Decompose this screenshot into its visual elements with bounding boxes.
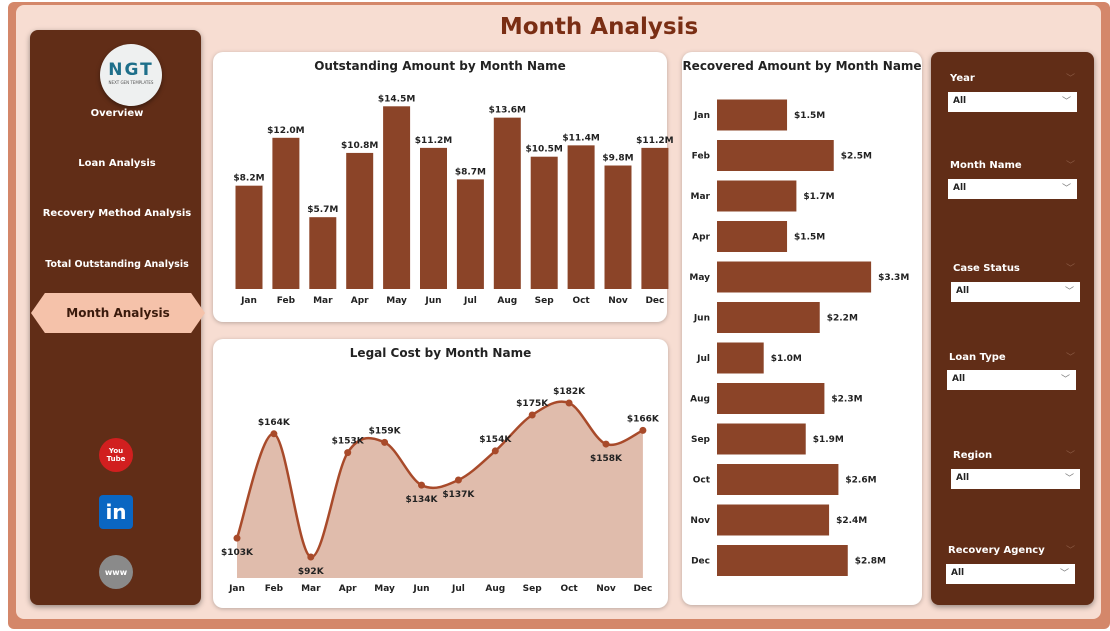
recovered-chart-card: Recovered Amount by Month Name: [682, 52, 922, 605]
chevron-down-icon[interactable]: ﹀: [1066, 74, 1076, 84]
chevron-down-icon[interactable]: ﹀: [1066, 451, 1076, 461]
chart-title: Recovered Amount by Month Name: [682, 59, 922, 73]
chevron-down-icon: ﹀: [1064, 474, 1074, 484]
chart-title: Legal Cost by Month Name: [349, 346, 532, 360]
chevron-down-icon[interactable]: ﹀: [1066, 546, 1076, 556]
filter-dropdown[interactable]: All ﹀: [951, 282, 1080, 302]
logo: NGT NEXT GEN TEMPLATES: [100, 44, 162, 106]
filter-label: Region: [953, 450, 993, 461]
filter-dropdown[interactable]: All ﹀: [948, 179, 1077, 199]
filter-dropdown[interactable]: All ﹀: [951, 469, 1080, 489]
filter-dropdown[interactable]: All ﹀: [947, 370, 1076, 390]
nav-overview[interactable]: Overview: [90, 108, 144, 119]
legal-cost-chart-card: Legal Cost by Month Name: [213, 339, 668, 608]
chevron-down-icon: ﹀: [1061, 97, 1071, 107]
chevron-down-icon[interactable]: ﹀: [1066, 161, 1076, 171]
filter-label: Month Name: [950, 160, 1022, 171]
page-title: Month Analysis: [499, 14, 699, 40]
chevron-down-icon: ﹀: [1060, 375, 1070, 385]
chevron-down-icon: ﹀: [1064, 287, 1074, 297]
filter-label: Recovery Agency: [948, 545, 1045, 556]
globe-icon[interactable]: www: [99, 555, 133, 589]
filter-dropdown[interactable]: All ﹀: [948, 92, 1077, 112]
nav-recovery-method-analysis[interactable]: Recovery Method Analysis: [42, 208, 192, 219]
filter-label: Year: [950, 73, 975, 84]
chart-title: Outstanding Amount by Month Name: [314, 59, 566, 73]
chevron-down-icon: ﹀: [1061, 184, 1071, 194]
nav-total-outstanding-analysis[interactable]: Total Outstanding Analysis: [45, 259, 189, 270]
youtube-icon[interactable]: You Tube: [99, 438, 133, 472]
nav-month-analysis[interactable]: Month Analysis: [31, 293, 205, 333]
filter-label: Case Status: [953, 263, 1020, 274]
chevron-down-icon[interactable]: ﹀: [1066, 264, 1076, 274]
filter-panel: [931, 52, 1094, 605]
linkedin-icon[interactable]: in: [99, 495, 133, 529]
chevron-down-icon[interactable]: ﹀: [1066, 353, 1076, 363]
outstanding-chart-card: Outstanding Amount by Month Name: [213, 52, 667, 322]
filter-dropdown[interactable]: All ﹀: [946, 564, 1075, 584]
nav-loan-analysis[interactable]: Loan Analysis: [78, 158, 156, 169]
filter-label: Loan Type: [949, 352, 1006, 363]
chevron-down-icon: ﹀: [1059, 569, 1069, 579]
